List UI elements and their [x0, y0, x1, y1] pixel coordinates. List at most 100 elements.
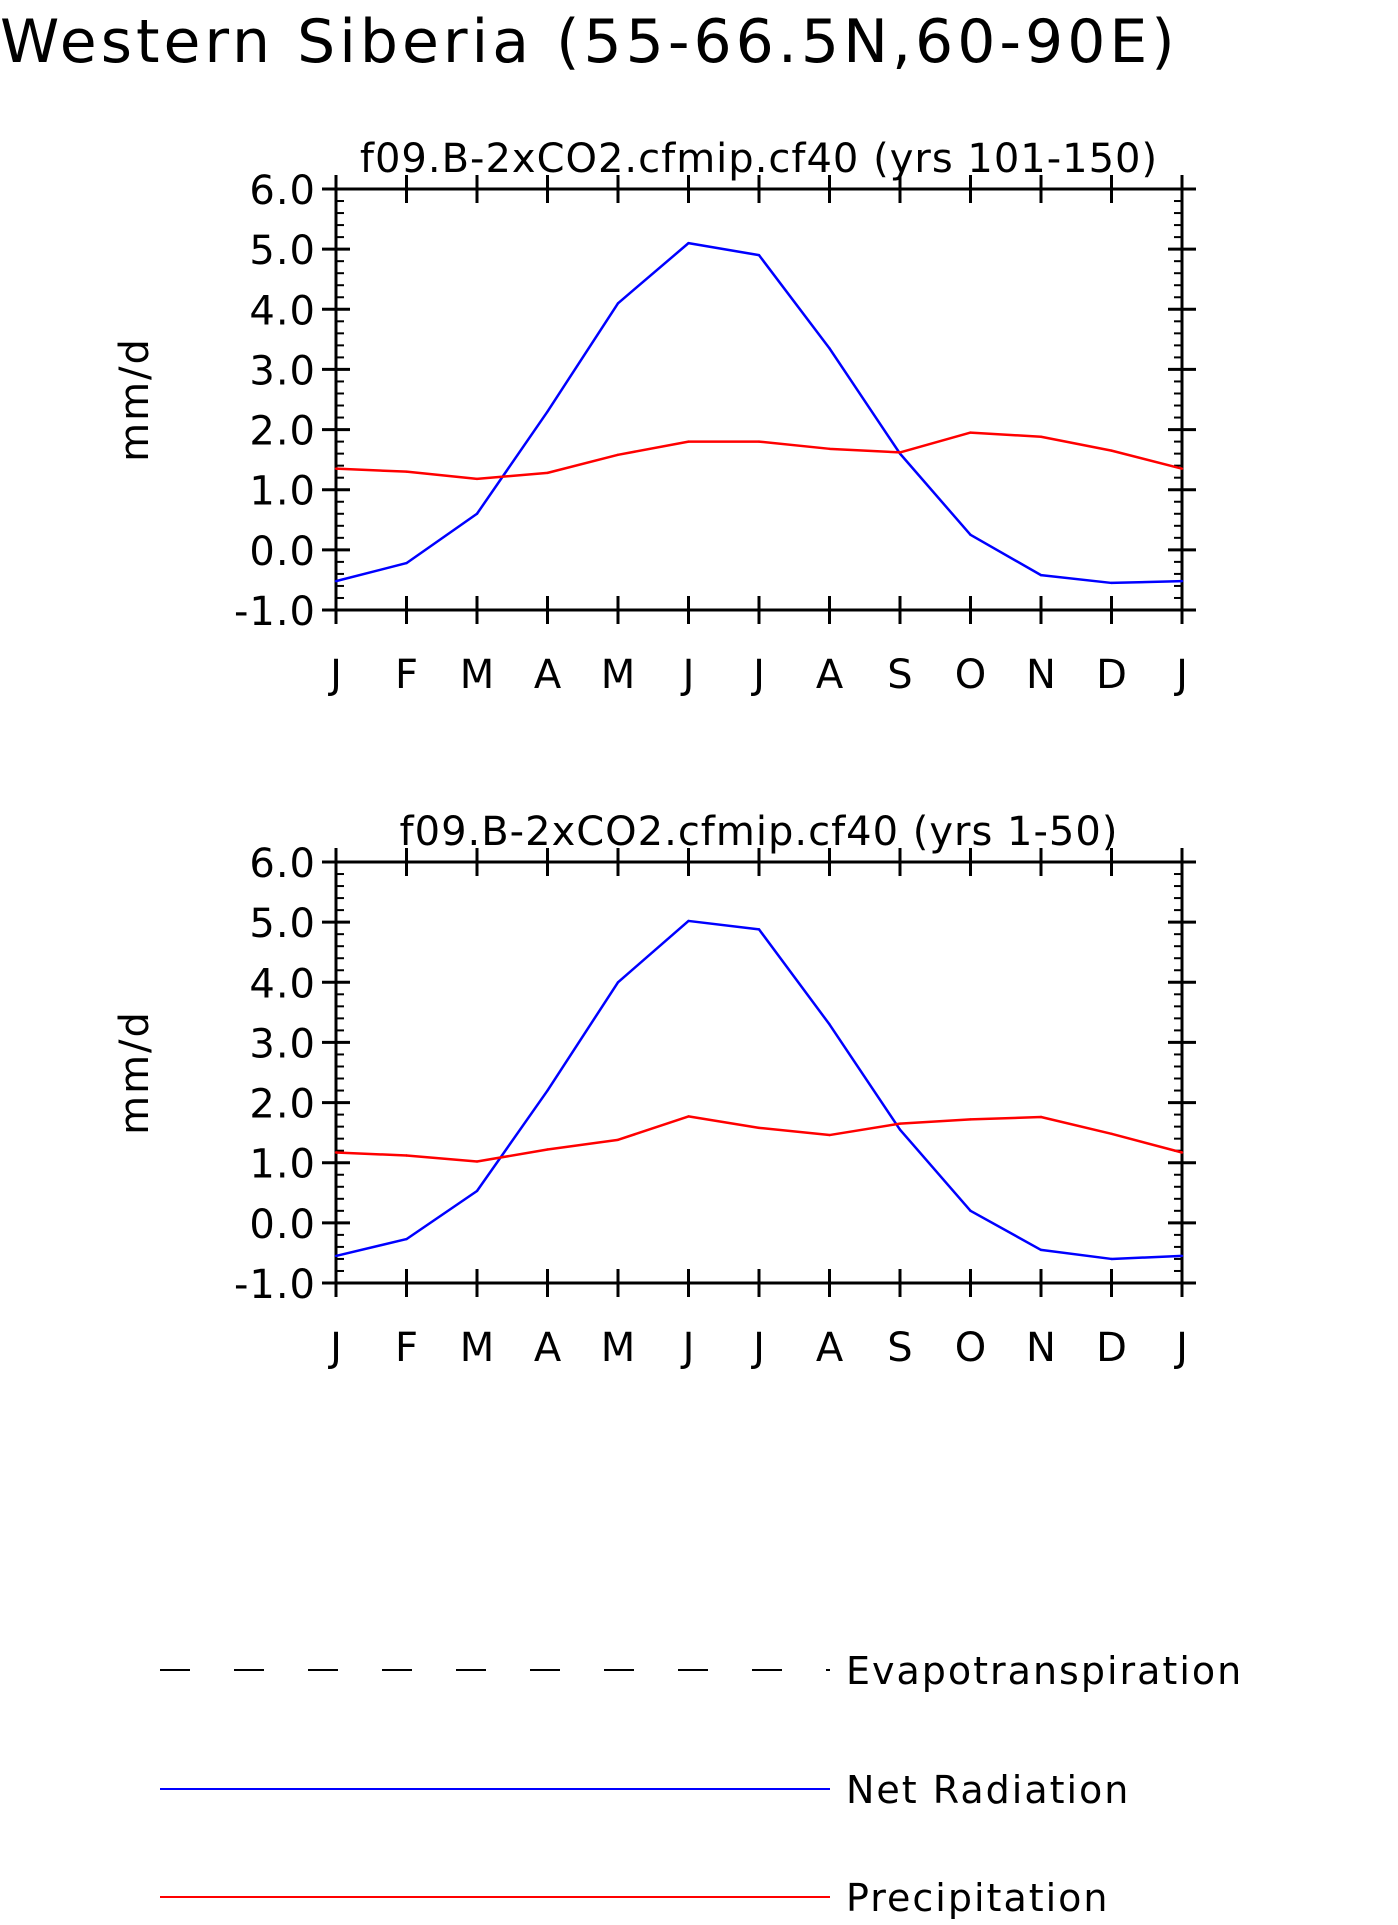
panel-title: f09.B-2xCO2.cfmip.cf40 (yrs 101-150) [360, 136, 1158, 182]
x-tick-label: M [601, 1325, 636, 1371]
x-tick-label: J [750, 652, 765, 698]
data-point-net-radiation [828, 1023, 831, 1026]
data-point-precipitation [1180, 467, 1184, 470]
y-tick-label: 2.0 [249, 409, 316, 455]
data-point-precipitation [828, 447, 831, 451]
x-tick-label: D [1096, 1325, 1127, 1371]
data-point-net-radiation [1180, 579, 1184, 583]
x-tick-label: S [887, 1325, 912, 1371]
data-point-precipitation [475, 477, 479, 481]
legend-label-precipitation: Precipitation [846, 1876, 1110, 1920]
x-tick-label: A [816, 1325, 844, 1371]
x-tick-label: M [460, 652, 495, 698]
x-tick-label: A [534, 1325, 562, 1371]
data-point-net-radiation [616, 981, 620, 984]
data-point-net-radiation [475, 512, 479, 515]
data-point-precipitation [757, 1126, 761, 1130]
data-point-precipitation [616, 453, 620, 457]
y-tick-label: -1.0 [234, 589, 316, 635]
figure-title: Western Siberia (55-66.5N,60-90E) [0, 7, 1179, 77]
data-point-precipitation [898, 1122, 902, 1125]
data-point-net-radiation [828, 347, 831, 350]
x-tick-label: J [327, 1325, 342, 1371]
data-point-net-radiation [757, 928, 761, 931]
data-point-net-radiation [898, 1128, 902, 1131]
data-point-net-radiation [969, 533, 972, 537]
data-point-precipitation [1180, 1151, 1184, 1154]
data-point-precipitation [687, 1115, 690, 1118]
x-tick-label: F [395, 652, 418, 698]
data-point-net-radiation [1180, 1254, 1184, 1258]
data-point-net-radiation [1039, 573, 1043, 577]
data-point-net-radiation [1110, 581, 1113, 585]
x-tick-label: J [680, 652, 695, 698]
panel-title: f09.B-2xCO2.cfmip.cf40 (yrs 1-50) [400, 809, 1119, 855]
y-tick-label: 6.0 [249, 168, 316, 214]
data-point-precipitation [969, 431, 972, 434]
y-tick-label: 6.0 [249, 841, 316, 887]
x-tick-label: J [1173, 652, 1188, 698]
y-tick-label: 4.0 [249, 288, 316, 334]
legend-label-net-radiation: Net Radiation [846, 1768, 1130, 1812]
y-tick-label: 3.0 [249, 1021, 316, 1067]
chart-panel-bottom: f09.B-2xCO2.cfmip.cf40 (yrs 1-50) mm/d 6.0… [112, 809, 1196, 1371]
data-point-net-radiation [687, 241, 690, 245]
y-tick-label: 1.0 [249, 469, 316, 515]
x-tick-label: J [327, 652, 342, 698]
data-point-net-radiation [405, 561, 408, 565]
x-tick-label: O [955, 1325, 986, 1371]
data-point-precipitation [1110, 449, 1113, 452]
x-tick-label: N [1026, 1325, 1056, 1371]
x-tick-label: N [1026, 652, 1056, 698]
x-tick-label: M [601, 652, 636, 698]
x-tick-label: F [395, 1325, 418, 1371]
legend-label-evapotranspiration: Evapotranspiration [846, 1649, 1243, 1693]
data-point-precipitation [687, 440, 690, 443]
data-point-net-radiation [757, 253, 761, 257]
data-point-net-radiation [687, 919, 690, 923]
x-tick-label: S [887, 652, 912, 698]
data-point-precipitation [616, 1138, 620, 1142]
data-point-net-radiation [334, 1254, 338, 1258]
y-tick-label: 1.0 [249, 1142, 316, 1188]
y-tick-label: 4.0 [249, 961, 316, 1007]
data-point-precipitation [334, 1151, 338, 1154]
x-tick-label: J [1173, 1325, 1188, 1371]
data-point-net-radiation [475, 1189, 479, 1193]
data-point-precipitation [757, 440, 761, 443]
plot-frame [334, 187, 1184, 612]
data-point-net-radiation [546, 410, 549, 413]
x-tick-label: O [955, 652, 986, 698]
data-point-net-radiation [1110, 1257, 1113, 1261]
data-point-precipitation [546, 471, 549, 475]
data-point-precipitation [1039, 435, 1043, 438]
data-point-precipitation [828, 1133, 831, 1137]
y-axis-label: mm/d [112, 1010, 158, 1135]
x-tick-label: J [750, 1325, 765, 1371]
y-tick-label: -1.0 [234, 1262, 316, 1308]
chart-panel-top: f09.B-2xCO2.cfmip.cf40 (yrs 101-150) mm/d… [112, 136, 1196, 698]
data-point-precipitation [1039, 1115, 1043, 1119]
data-point-net-radiation [334, 579, 338, 583]
data-point-net-radiation [969, 1209, 972, 1213]
legend: Evapotranspiration Net Radiation Precipi… [160, 1649, 1243, 1920]
data-point-precipitation [405, 1154, 408, 1157]
data-point-precipitation [546, 1148, 549, 1151]
x-tick-label: M [460, 1325, 495, 1371]
y-axis-label: mm/d [112, 337, 158, 462]
data-point-precipitation [1110, 1132, 1113, 1136]
x-tick-label: A [816, 652, 844, 698]
y-tick-label: 0.0 [249, 529, 316, 575]
data-point-precipitation [898, 451, 902, 454]
data-point-precipitation [475, 1160, 479, 1163]
y-tick-label: 2.0 [249, 1082, 316, 1128]
plot-frame [334, 860, 1184, 1285]
series-line-net-radiation [335, 241, 1183, 585]
data-point-net-radiation [616, 302, 620, 305]
data-point-net-radiation [1039, 1248, 1043, 1252]
x-tick-label: D [1096, 652, 1127, 698]
data-point-precipitation [334, 467, 338, 470]
data-point-precipitation [405, 470, 408, 473]
series-line-net-radiation [335, 919, 1183, 1261]
